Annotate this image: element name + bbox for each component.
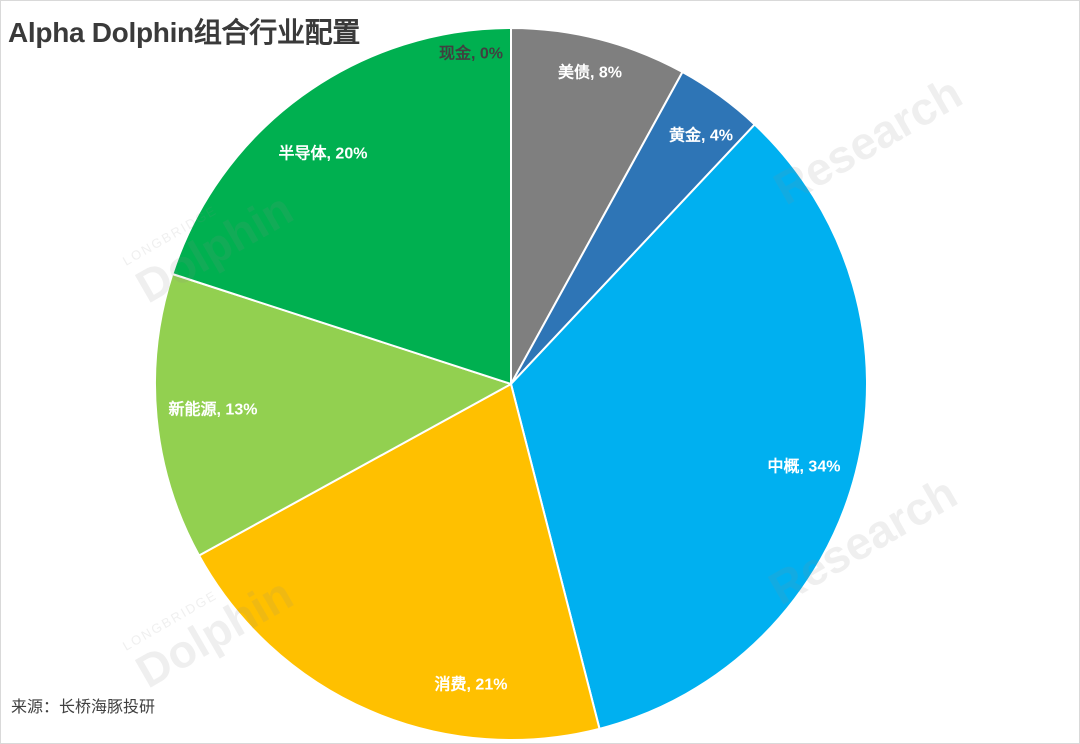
data-label-semiconductors: 半导体, 20% [279, 144, 368, 163]
pie-slice-new-energy [154, 272, 512, 557]
pie-slice-consumer [198, 383, 601, 741]
pie-data-labels: 美债, 8% 黄金, 4% 中概, 34% 消费, 21% 新能源, 13% 半导体, 2… [169, 44, 841, 694]
data-label-new-energy: 新能源, 13% [169, 400, 258, 419]
pie-slice-semiconductors [171, 27, 512, 385]
source-note: 来源：长桥海豚投研 [11, 699, 156, 716]
pie-slice-us-treasuries [510, 27, 684, 385]
watermark-tagline-text: Research [765, 66, 970, 215]
data-label-consumer: 消费, 21% [435, 675, 508, 694]
watermark-tagline-upper: Research [765, 66, 970, 215]
pie-slice-china-concepts [510, 123, 868, 730]
data-label-gold: 黄金, 4% [669, 126, 733, 145]
data-label-cash: 现金, 0% [439, 44, 503, 63]
chart-title: Alpha Dolphin组合行业配置 [8, 17, 361, 48]
pie-slices [154, 27, 868, 741]
data-label-china-concepts: 中概, 34% [768, 457, 841, 476]
data-label-us-treasuries: 美债, 8% [558, 63, 622, 82]
